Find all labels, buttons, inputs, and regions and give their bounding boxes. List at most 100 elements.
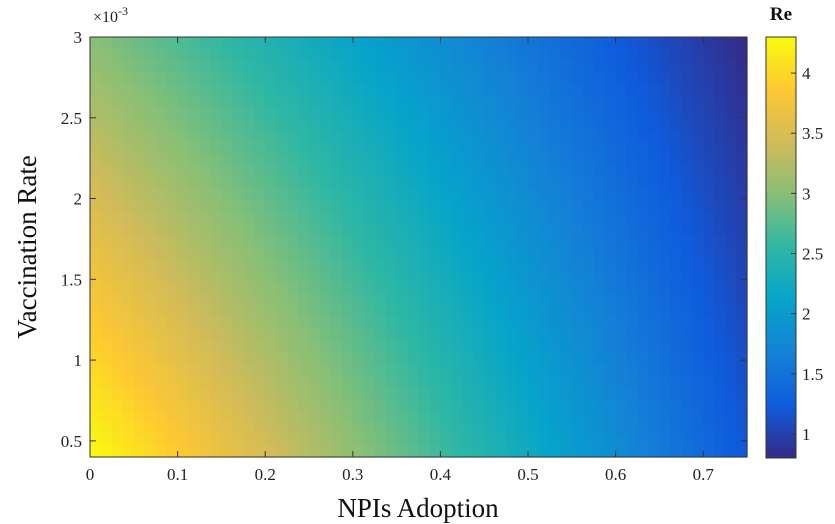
heatmap-cell <box>374 223 387 236</box>
heatmap-cell <box>560 235 573 248</box>
heatmap-cell <box>692 188 704 201</box>
heatmap-cell <box>637 247 650 260</box>
heatmap-cell <box>418 363 431 376</box>
heatmap-cell <box>714 235 726 248</box>
heatmap-cell <box>221 142 233 155</box>
heatmap-cell <box>188 247 201 260</box>
heatmap-cell <box>462 142 474 155</box>
heatmap-cell <box>385 130 398 143</box>
heatmap-cell <box>298 445 310 458</box>
heatmap-cell <box>210 48 222 61</box>
heatmap-cell <box>725 398 737 411</box>
heatmap-cell <box>287 293 299 306</box>
heatmap-cell <box>111 398 124 411</box>
heatmap-cell <box>374 165 387 178</box>
heatmap-cell <box>352 398 365 411</box>
heatmap-cell <box>363 387 376 400</box>
heatmap-cell <box>144 328 157 341</box>
heatmap-cell <box>495 258 507 271</box>
heatmap-cell <box>582 177 595 190</box>
heatmap-cell <box>232 48 244 61</box>
heatmap-cell <box>517 188 529 201</box>
heatmap-cell <box>243 258 255 271</box>
heatmap-cell <box>254 165 266 178</box>
heatmap-cell <box>309 212 321 225</box>
heatmap-cell <box>538 247 551 260</box>
heatmap-cell <box>243 153 255 166</box>
heatmap-cell <box>396 60 409 73</box>
heatmap-cell <box>484 177 496 190</box>
heatmap-cell <box>122 305 135 318</box>
heatmap-cell <box>538 363 551 376</box>
heatmap-cell <box>254 363 266 376</box>
heatmap-cell <box>637 212 650 225</box>
heatmap-cell <box>692 282 704 295</box>
heatmap-cell <box>451 165 463 178</box>
heatmap-cell <box>133 282 146 295</box>
heatmap-cell <box>473 165 485 178</box>
heatmap-cell <box>692 95 704 108</box>
heatmap-cell <box>221 130 233 143</box>
heatmap-cell <box>319 235 332 248</box>
heatmap-cell <box>593 258 606 271</box>
heatmap-cell <box>265 235 277 248</box>
heatmap-cell <box>593 387 606 400</box>
heatmap-cell <box>407 410 420 423</box>
heatmap-cell <box>484 328 496 341</box>
heatmap-cell <box>692 352 704 365</box>
heatmap-cell <box>144 153 157 166</box>
heatmap-cell <box>276 177 288 190</box>
heatmap-cell <box>571 177 584 190</box>
heatmap-cell <box>528 433 540 446</box>
heatmap-cell <box>418 375 431 388</box>
heatmap-cell <box>221 153 233 166</box>
heatmap-cell <box>670 398 682 411</box>
heatmap-cell <box>232 375 244 388</box>
y-tick-label: 1 <box>74 351 83 370</box>
heatmap-cell <box>210 60 222 73</box>
heatmap-cell <box>725 60 737 73</box>
heatmap-cell <box>571 305 584 318</box>
heatmap-cell <box>319 398 332 411</box>
heatmap-cell <box>210 188 222 201</box>
heatmap-cell <box>374 247 387 260</box>
heatmap-cell <box>133 235 146 248</box>
heatmap-cell <box>440 188 452 201</box>
heatmap-cell <box>188 375 201 388</box>
heatmap-cell <box>703 72 715 85</box>
heatmap-cell <box>341 445 354 458</box>
heatmap-cell <box>243 422 255 435</box>
heatmap-cell <box>506 305 518 318</box>
heatmap-cell <box>440 317 452 330</box>
heatmap-cell <box>703 200 715 213</box>
heatmap-cell <box>440 340 452 353</box>
heatmap-cell <box>582 410 595 423</box>
heatmap-cell <box>484 282 496 295</box>
heatmap-cell <box>276 200 288 213</box>
heatmap-cell <box>725 48 737 61</box>
heatmap-cell <box>517 177 529 190</box>
heatmap-cell <box>429 235 441 248</box>
heatmap-cell <box>407 95 420 108</box>
heatmap-cell <box>210 270 222 283</box>
heatmap-cell <box>407 270 420 283</box>
heatmap-cell <box>703 177 715 190</box>
heatmap-cell <box>100 48 113 61</box>
heatmap-cell <box>133 72 146 85</box>
heatmap-cell <box>582 317 595 330</box>
heatmap-cell <box>309 352 321 365</box>
heatmap-cell <box>714 328 726 341</box>
heatmap-cell <box>341 258 354 271</box>
heatmap-cell <box>582 247 595 260</box>
heatmap-cell <box>100 445 113 458</box>
x-tick-label: 0.7 <box>693 465 715 484</box>
heatmap-cell <box>385 410 398 423</box>
heatmap-cell <box>330 37 343 50</box>
heatmap-cell <box>111 258 124 271</box>
heatmap-cell <box>451 258 463 271</box>
heatmap-cell <box>681 118 693 131</box>
heatmap-cell <box>188 422 201 435</box>
heatmap-cell <box>90 410 102 423</box>
heatmap-cell <box>243 130 255 143</box>
heatmap-cell <box>210 363 222 376</box>
